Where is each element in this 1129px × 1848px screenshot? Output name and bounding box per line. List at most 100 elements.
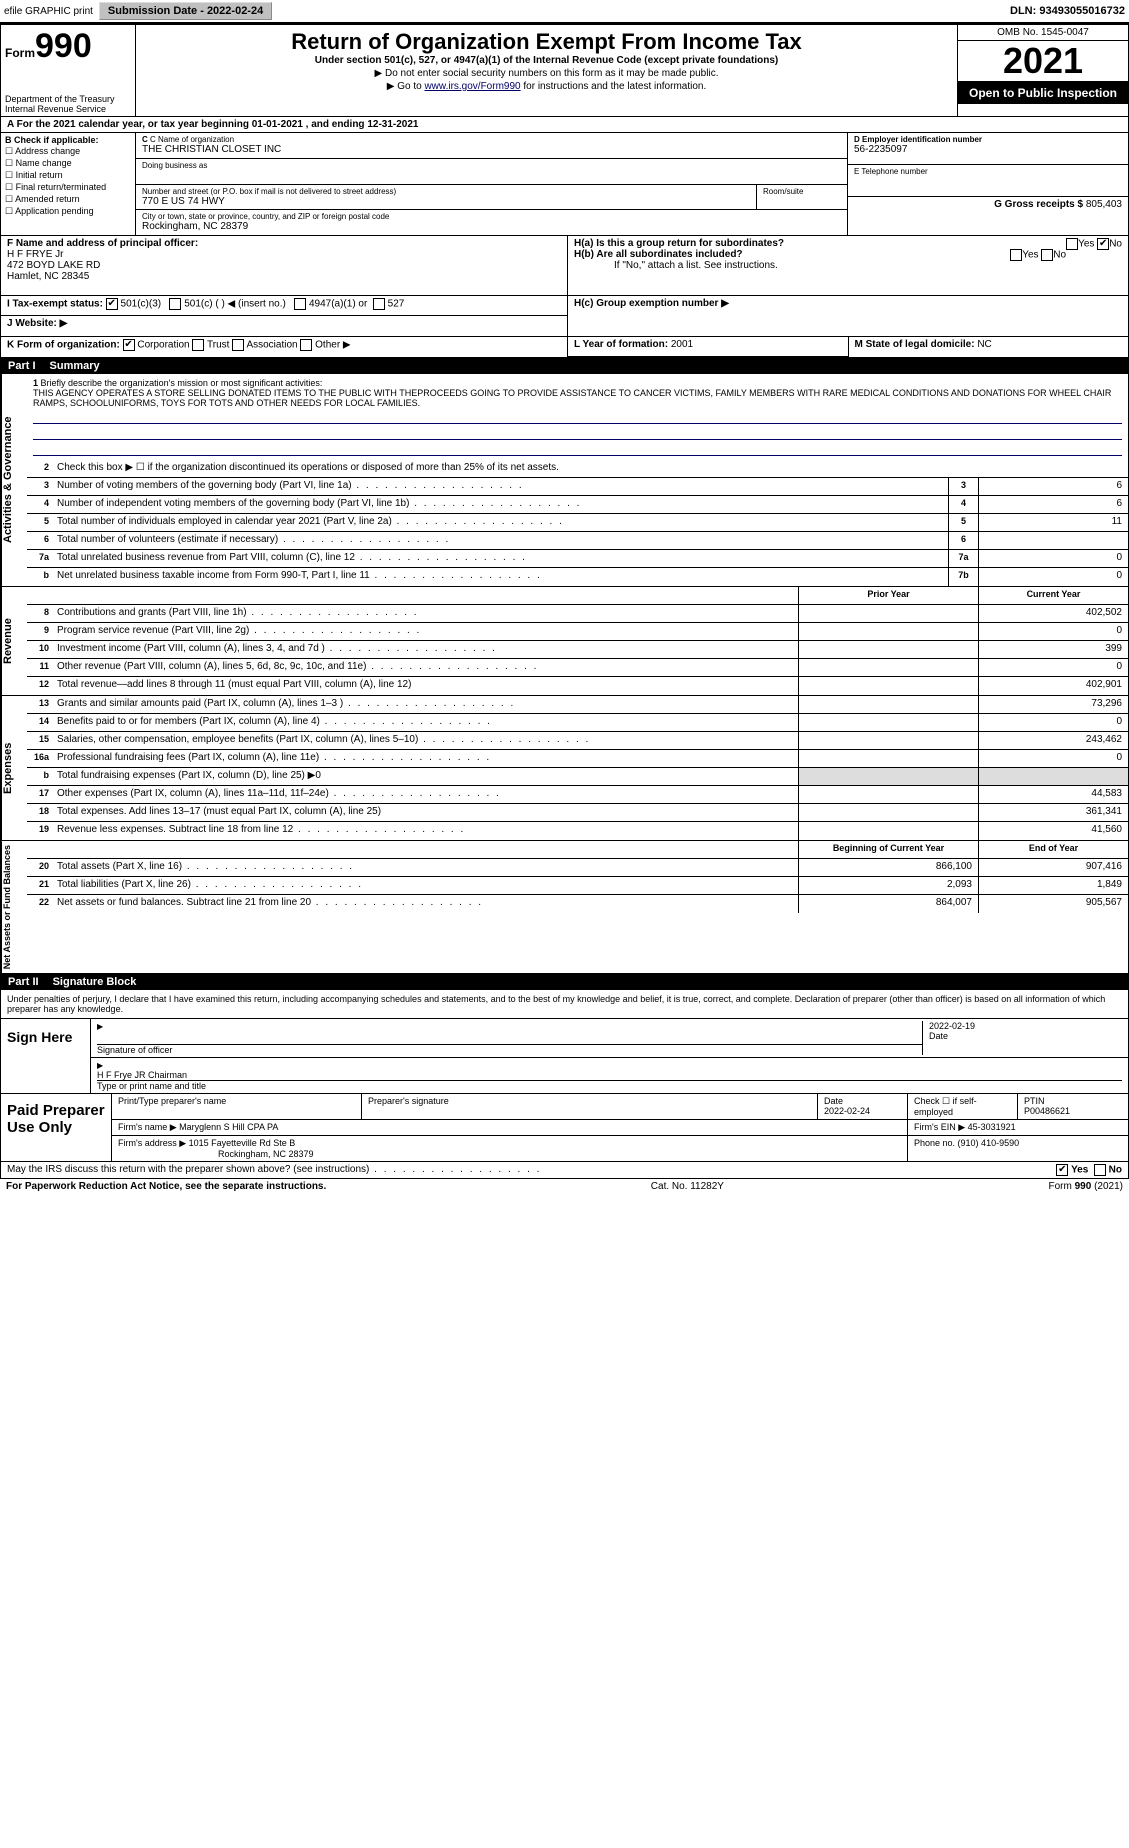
hb-note: If "No," attach a list. See instructions… [574, 260, 1122, 271]
sig-declaration: Under penalties of perjury, I declare th… [1, 990, 1128, 1019]
sig-name-label: Type or print name and title [97, 1081, 206, 1091]
ein-value: 56-2235097 [854, 144, 1122, 155]
footer-right-pre: Form [1049, 1181, 1075, 1192]
dln-label: DLN: 93493055016732 [1010, 5, 1125, 17]
line-11-prior [798, 659, 978, 676]
chk-association[interactable] [232, 339, 244, 351]
ha-no[interactable] [1097, 238, 1109, 250]
chk-application-pending[interactable]: Application pending [5, 206, 131, 217]
line-19-text: Revenue less expenses. Subtract line 18 … [53, 822, 798, 840]
chk-501c3[interactable] [106, 298, 118, 310]
discuss-no[interactable] [1094, 1164, 1106, 1176]
chk-other[interactable] [300, 339, 312, 351]
officer-addr2: Hamlet, NC 28345 [7, 271, 89, 282]
row-a-text: A For the 2021 calendar year, or tax yea… [7, 119, 418, 130]
tax-exempt-label: I Tax-exempt status: [7, 299, 103, 310]
line-15-current: 243,462 [978, 732, 1128, 749]
principal-officer-label: F Name and address of principal officer: [7, 238, 198, 249]
submission-date-button[interactable]: Submission Date - 2022-02-24 [99, 2, 272, 20]
yes-text-2: Yes [1022, 250, 1038, 261]
fk-left: F Name and address of principal officer:… [1, 236, 568, 336]
page-footer: For Paperwork Reduction Act Notice, see … [0, 1179, 1129, 1194]
chk-address-change[interactable]: Address change [5, 146, 131, 157]
line-3-text: Number of voting members of the governin… [53, 478, 948, 495]
chk-501c[interactable] [169, 298, 181, 310]
note-link: ▶ Go to www.irs.gov/Form990 for instruct… [142, 81, 951, 92]
prep-ptin-label: PTIN [1024, 1096, 1045, 1106]
prep-self-employed[interactable]: Check ☐ if self-employed [908, 1094, 1018, 1119]
chk-trust[interactable] [192, 339, 204, 351]
firm-phone-value: (910) 410-9590 [958, 1138, 1020, 1148]
state-domicile-label: M State of legal domicile: [855, 339, 978, 350]
line-3-val: 6 [978, 478, 1128, 495]
year-formation-value: 2001 [671, 339, 693, 350]
form-org-label: K Form of organization: [7, 340, 120, 351]
discuss-yes-label: Yes [1071, 1165, 1088, 1176]
line-3-box: 3 [948, 478, 978, 495]
line-7a-text: Total unrelated business revenue from Pa… [53, 550, 948, 567]
yes-text: Yes [1078, 239, 1094, 250]
line-11-current: 0 [978, 659, 1128, 676]
vtab-expenses: Expenses [1, 696, 27, 840]
fk-right: H(a) Is this a group return for subordin… [568, 236, 1128, 336]
col-end-year: End of Year [978, 841, 1128, 858]
part2-header: Part II Signature Block [0, 974, 1129, 990]
chk-final-return[interactable]: Final return/terminated [5, 182, 131, 193]
mission-label: Briefly describe the organization's miss… [41, 378, 323, 388]
firm-phone-label: Phone no. [914, 1138, 958, 1148]
hb-yes[interactable] [1010, 249, 1022, 261]
sign-here-label: Sign Here [1, 1019, 91, 1093]
sig-officer-label: Signature of officer [97, 1045, 172, 1055]
firm-addr-label: Firm's address ▶ [118, 1138, 189, 1148]
line-7b-val: 0 [978, 568, 1128, 586]
firm-ein-label: Firm's EIN ▶ [914, 1122, 968, 1132]
hc-label: H(c) Group exemption number ▶ [574, 298, 729, 309]
line-7b-text: Net unrelated business taxable income fr… [53, 568, 948, 586]
part2-title: Signature Block [53, 976, 137, 988]
discuss-yes[interactable] [1056, 1164, 1068, 1176]
opt-other: Other ▶ [315, 340, 350, 351]
irs-form990-link[interactable]: www.irs.gov/Form990 [424, 81, 520, 92]
line-19-current: 41,560 [978, 822, 1128, 840]
chk-name-change[interactable]: Name change [5, 158, 131, 169]
chk-initial-return[interactable]: Initial return [5, 170, 131, 181]
chk-corporation[interactable] [123, 339, 135, 351]
discuss-row: May the IRS discuss this return with the… [0, 1162, 1129, 1179]
chk-amended-return[interactable]: Amended return [5, 194, 131, 205]
line-13-current: 73,296 [978, 696, 1128, 713]
note2-post: for instructions and the latest informat… [521, 81, 707, 92]
footer-right-post: (2021) [1091, 1181, 1123, 1192]
line-2: Check this box ▶ ☐ if the organization d… [53, 460, 1128, 477]
city-value: Rockingham, NC 28379 [142, 221, 841, 232]
opt-trust: Trust [207, 340, 229, 351]
line-14-prior [798, 714, 978, 731]
chk-527[interactable] [373, 298, 385, 310]
tax-year: 2021 [958, 41, 1128, 82]
discuss-question: May the IRS discuss this return with the… [7, 1164, 1056, 1176]
vtab-net-assets: Net Assets or Fund Balances [1, 841, 27, 973]
line-16a-current: 0 [978, 750, 1128, 767]
ha-yes[interactable] [1066, 238, 1078, 250]
efile-label: efile GRAPHIC print [4, 6, 93, 17]
net-section: Net Assets or Fund Balances Beginning of… [0, 841, 1129, 974]
line-8-text: Contributions and grants (Part VIII, lin… [53, 605, 798, 622]
col-current-year: Current Year [978, 587, 1128, 604]
footer-left: For Paperwork Reduction Act Notice, see … [6, 1181, 326, 1192]
hb-no[interactable] [1041, 249, 1053, 261]
line-8-current: 402,502 [978, 605, 1128, 622]
firm-addr1: 1015 Fayetteville Rd Ste B [189, 1138, 296, 1148]
opt-4947: 4947(a)(1) or [309, 299, 367, 310]
chk-4947[interactable] [294, 298, 306, 310]
officer-name: H F FRYE Jr [7, 249, 63, 260]
part2-num: Part II [8, 976, 39, 988]
signature-block: Under penalties of perjury, I declare th… [0, 990, 1129, 1094]
part1-title: Summary [50, 360, 100, 372]
city-label: City or town, state or province, country… [142, 212, 841, 221]
year-formation-label: L Year of formation: [574, 339, 671, 350]
paid-preparer-label: Paid Preparer Use Only [1, 1094, 111, 1161]
gross-receipts-value: 805,403 [1086, 199, 1122, 210]
line-16b-prior [798, 768, 978, 785]
line-14-current: 0 [978, 714, 1128, 731]
open-to-public: Open to Public Inspection [958, 82, 1128, 104]
ein-label: D Employer identification number [854, 135, 1122, 144]
